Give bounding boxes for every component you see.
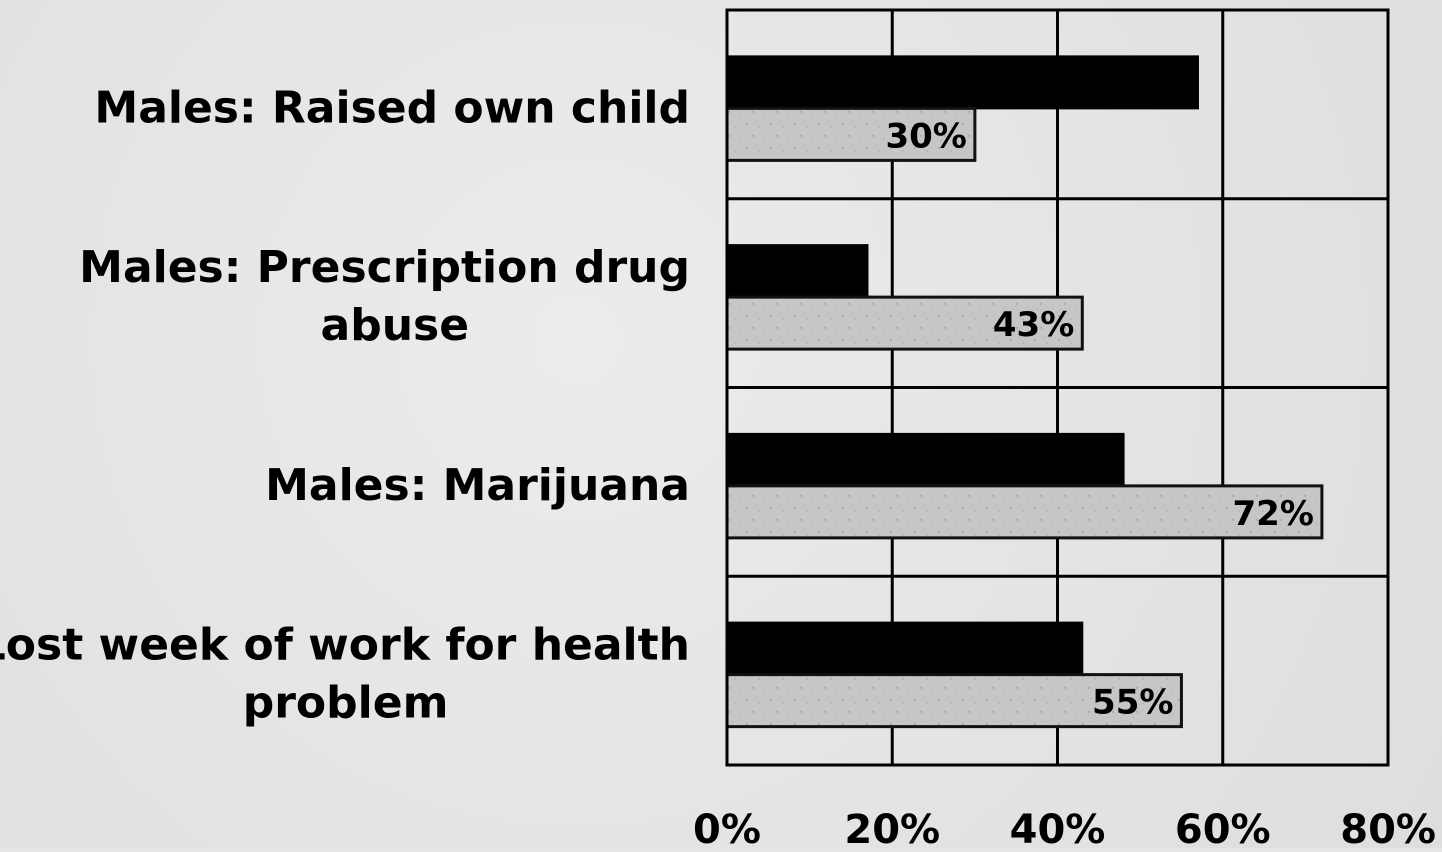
bar-series1 <box>726 244 869 299</box>
category-label: problem <box>243 678 449 729</box>
bar-series2 <box>725 484 1324 540</box>
x-tick-label: 0% <box>693 807 761 848</box>
data-labels: 30% 43% 72% 55% <box>885 116 1313 722</box>
data-label: 55% <box>1092 683 1173 723</box>
plot-border <box>725 8 1390 767</box>
bars <box>725 55 1324 729</box>
data-label: 43% <box>993 305 1074 345</box>
x-tick-label: 40% <box>1010 807 1106 848</box>
plot-frame <box>725 8 1390 767</box>
data-label: 72% <box>1233 494 1314 534</box>
bar-series2 <box>725 673 1183 729</box>
x-tick-label: 80% <box>1340 807 1436 848</box>
bar-series1 <box>726 55 1199 110</box>
category-label: Males: Raised own child <box>94 82 690 133</box>
category-labels: Males: Raised own child Males: Prescripti… <box>0 82 690 728</box>
bar-series1 <box>726 621 1084 676</box>
category-label: Males: Marijuana <box>265 460 690 511</box>
x-axis-ticks: 0% 20% 40% 60% 80% <box>693 807 1436 852</box>
x-tick-label: 20% <box>844 807 940 848</box>
bar-series2 <box>725 106 977 162</box>
category-label: Lost week of work for health <box>0 620 690 671</box>
data-label: 30% <box>885 116 966 156</box>
category-label: abuse <box>321 300 470 351</box>
x-tick-label: 60% <box>1175 807 1271 848</box>
bar-series1 <box>726 432 1125 487</box>
category-label: Males: Prescription drug <box>79 242 690 293</box>
